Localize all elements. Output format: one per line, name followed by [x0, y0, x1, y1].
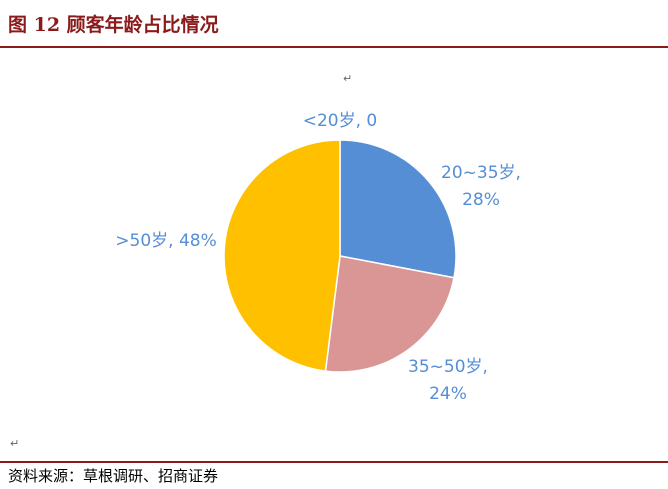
bottom-divider	[0, 461, 668, 463]
slice-data-label: >50岁, 48%	[115, 231, 216, 251]
figure-title: 图 12 顾客年龄占比情况	[8, 14, 219, 36]
top-divider	[0, 46, 668, 48]
slice-data-label: 20~35岁, 28%	[441, 163, 521, 210]
slice-data-label: 35~50岁, 24%	[408, 357, 488, 404]
source-note: 资料来源：草根调研、招商证券	[8, 467, 219, 485]
slice-data-label: <20岁, 0	[303, 111, 378, 131]
paragraph-mark: ↵	[10, 437, 20, 450]
pie-slice	[324, 255, 455, 373]
pie-slice	[223, 139, 341, 372]
pie-slice	[339, 139, 457, 279]
paragraph-mark: ↵	[343, 72, 353, 85]
